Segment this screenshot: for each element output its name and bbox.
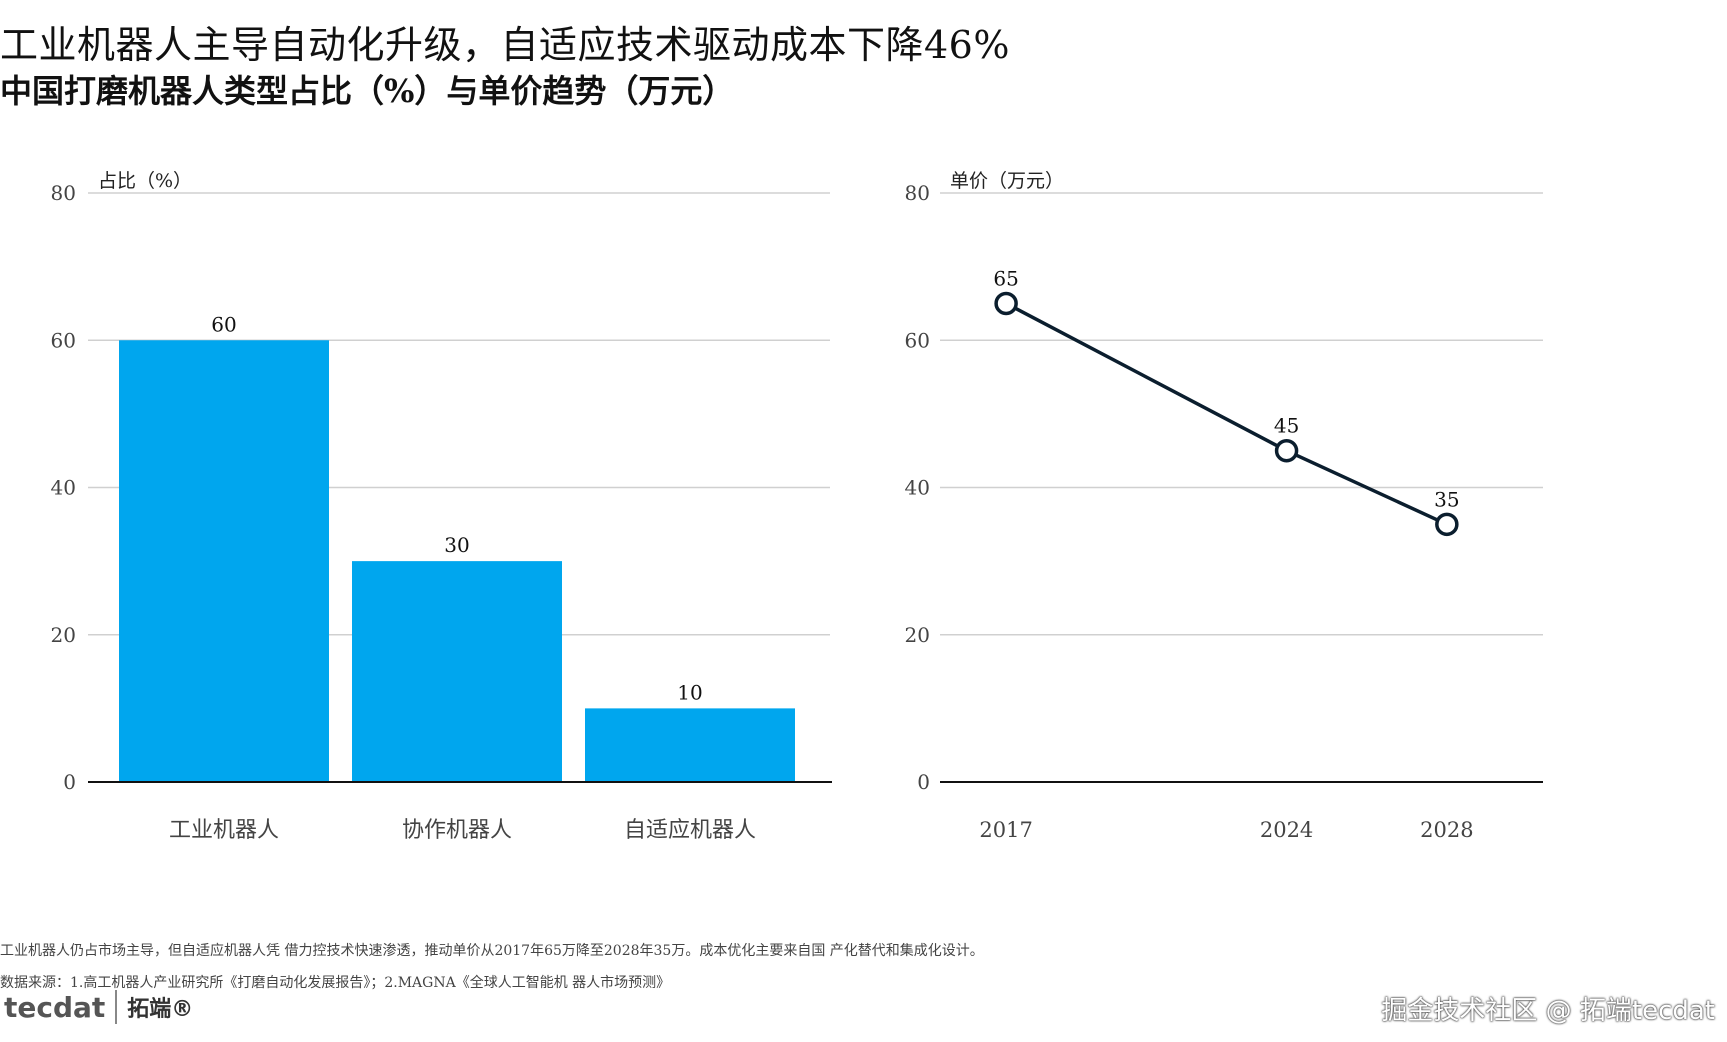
footnote: 工业机器人仍占市场主导，但自适应机器人凭 借力控技术快速渗透，推动单价从2017… [0, 943, 984, 959]
y-tick-label: 40 [51, 476, 76, 500]
watermark: 掘金技术社区 @ 拓端tecdat [1381, 996, 1715, 1026]
data-point [994, 291, 1018, 316]
series-line [1005, 301, 1448, 526]
chart-title: 工业机器人主导自动化升级，自适应技术驱动成本下降46% [0, 23, 1010, 67]
y-tick-label: 0 [63, 770, 76, 794]
y-tick-label: 80 [51, 181, 76, 205]
y-tick-label: 40 [905, 476, 930, 500]
bar-value-label: 60 [211, 312, 236, 336]
logo-divider [115, 990, 118, 1024]
x-tick-label: 2028 [1420, 818, 1473, 842]
x-tick-label: 2024 [1260, 818, 1313, 842]
data-point [1435, 512, 1459, 537]
bar-chart: 0 20 40 60 80 占比（%） 60 工业机器人 30 协作机器人 10 自适应机器人 [51, 170, 832, 843]
bar-value-label: 30 [444, 533, 469, 557]
x-tick-label: 2017 [979, 818, 1032, 842]
y-axis-label: 单价（万元） [950, 170, 1064, 192]
point-value-label: 45 [1274, 414, 1299, 438]
line-chart: 0 20 40 60 80 单价（万元） 65 2017 45 2024 35 2028 [905, 170, 1543, 842]
x-tick-label: 协作机器人 [402, 818, 512, 843]
point-value-label: 35 [1434, 487, 1459, 511]
y-axis-label: 占比（%） [98, 170, 192, 192]
data-source: 数据来源：1.高工机器人产业研究所《打磨自动化发展报告》；2.MAGNA《全球人… [0, 975, 671, 991]
brand-logo: tecdat 拓端® [4, 990, 193, 1024]
logo-cn-text: 拓端® [127, 997, 194, 1022]
bar-value-label: 10 [677, 680, 702, 704]
y-tick-label: 20 [51, 623, 76, 647]
x-tick-label: 自适应机器人 [624, 818, 756, 843]
chart-subtitle: 中国打磨机器人类型占比（%）与单价趋势（万元） [0, 72, 735, 110]
x-tick-label: 工业机器人 [169, 818, 279, 843]
y-tick-label: 20 [905, 623, 930, 647]
y-tick-label: 0 [917, 770, 930, 794]
y-tick-label: 60 [905, 328, 930, 352]
data-point [1274, 438, 1299, 463]
point-value-label: 65 [993, 266, 1018, 290]
logo-text: tecdat [4, 990, 106, 1024]
bar [119, 340, 329, 782]
y-tick-label: 80 [905, 181, 930, 205]
bar [585, 708, 795, 782]
bar [352, 561, 562, 782]
y-tick-label: 60 [51, 328, 76, 352]
